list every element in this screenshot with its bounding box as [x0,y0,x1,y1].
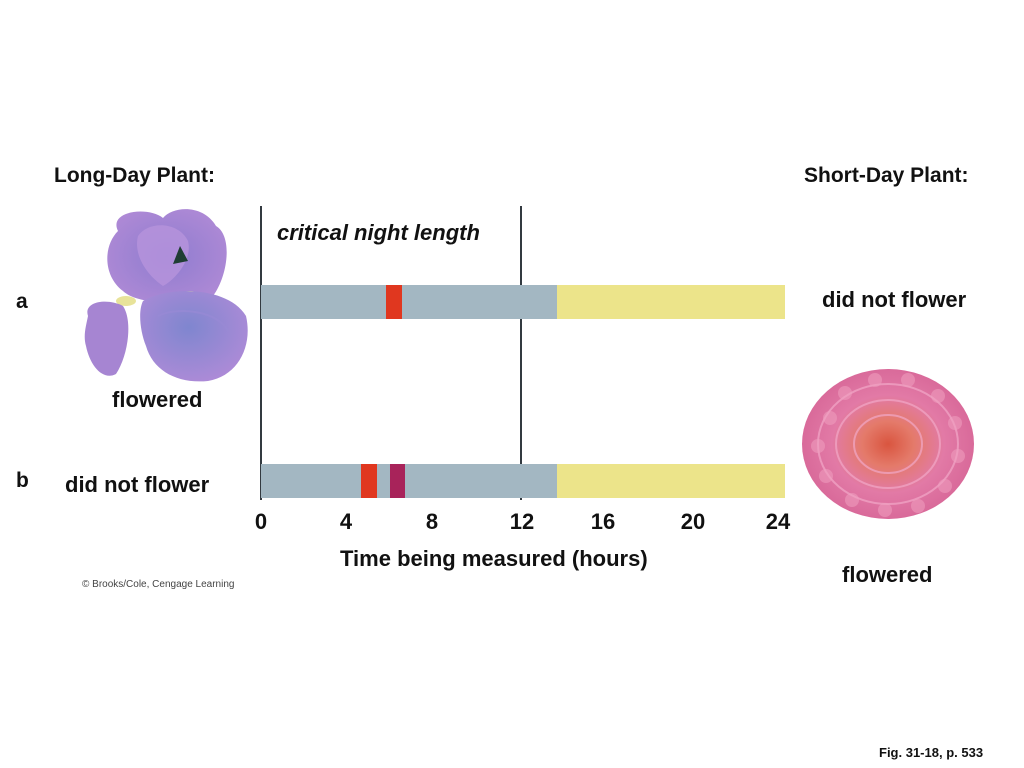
tick-8: 8 [425,509,439,534]
tick-20: 20 [680,509,706,534]
timeline-bar-b [261,464,785,498]
long-day-plant-header: Long-Day Plant: [54,164,215,187]
night-segment [261,285,557,319]
day-segment [557,464,785,498]
tick-16: 16 [590,509,616,534]
row-b-short-day-result: flowered [842,562,933,587]
tick-0: 0 [254,509,268,534]
night-segment [261,464,557,498]
time-zero-line [260,206,262,500]
far-red-light-flash [390,464,405,498]
tick-24: 24 [765,509,791,534]
chrysanthemum-flower-icon [800,368,980,520]
row-a-long-day-result: flowered [112,387,203,412]
row-b-label: b [16,469,29,492]
tick-4: 4 [339,509,353,534]
copyright-notice: © Brooks/Cole, Cengage Learning [82,579,235,590]
critical-night-length-line [520,206,522,500]
row-a-label: a [16,290,28,313]
x-axis-label: Time being measured (hours) [340,546,648,571]
iris-flower-icon [78,206,253,386]
row-a-short-day-result: did not flower [822,287,967,312]
row-b-long-day-result: did not flower [65,472,210,497]
tick-12: 12 [509,509,535,534]
red-light-flash [386,285,402,319]
timeline-bar-a [261,285,785,319]
figure-reference: Fig. 31-18, p. 533 [879,745,984,760]
day-segment [557,285,785,319]
red-light-flash [361,464,377,498]
critical-night-length-label: critical night length [277,220,480,245]
short-day-plant-header: Short-Day Plant: [804,164,969,187]
